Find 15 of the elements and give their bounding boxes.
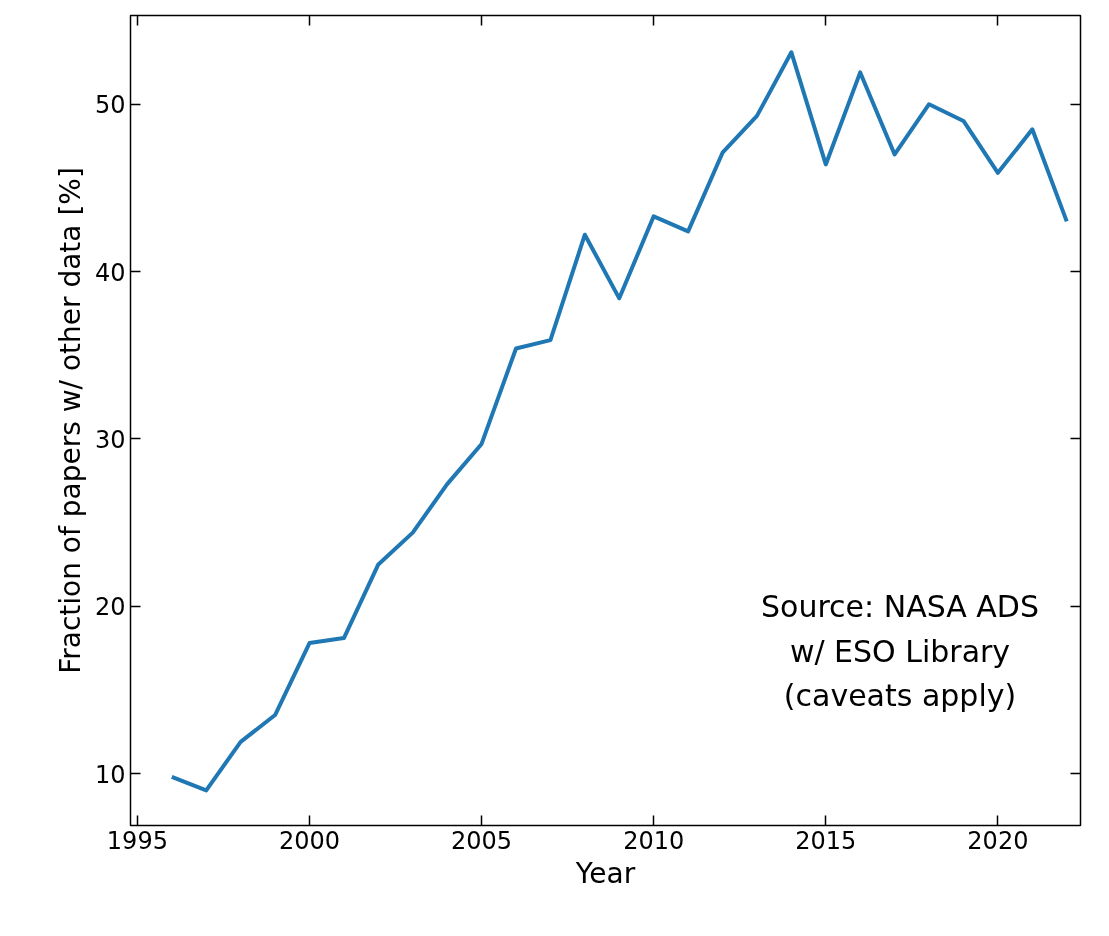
y-tick-label: 30 xyxy=(94,425,126,454)
x-tick-label: 2005 xyxy=(451,826,513,855)
x-tick-label: 2020 xyxy=(967,826,1029,855)
annotation: Source: NASA ADS w/ ESO Library (caveats apply) xyxy=(761,589,1039,714)
y-tick-label: 50 xyxy=(94,91,126,120)
y-tick-label: 40 xyxy=(94,258,126,287)
x-tick-label: 2000 xyxy=(278,826,341,855)
y-tick-label: 10 xyxy=(94,760,126,789)
x-tick-label: 1995 xyxy=(106,826,168,855)
x-tick-label: 2010 xyxy=(623,826,685,855)
y-tick-label: 20 xyxy=(94,593,126,622)
y-axis-title: Fraction of papers w/ other data [%] xyxy=(53,167,87,674)
x-tick-label: 2015 xyxy=(795,826,857,855)
x-axis-title: Year xyxy=(574,856,636,890)
line-series xyxy=(169,50,1069,793)
